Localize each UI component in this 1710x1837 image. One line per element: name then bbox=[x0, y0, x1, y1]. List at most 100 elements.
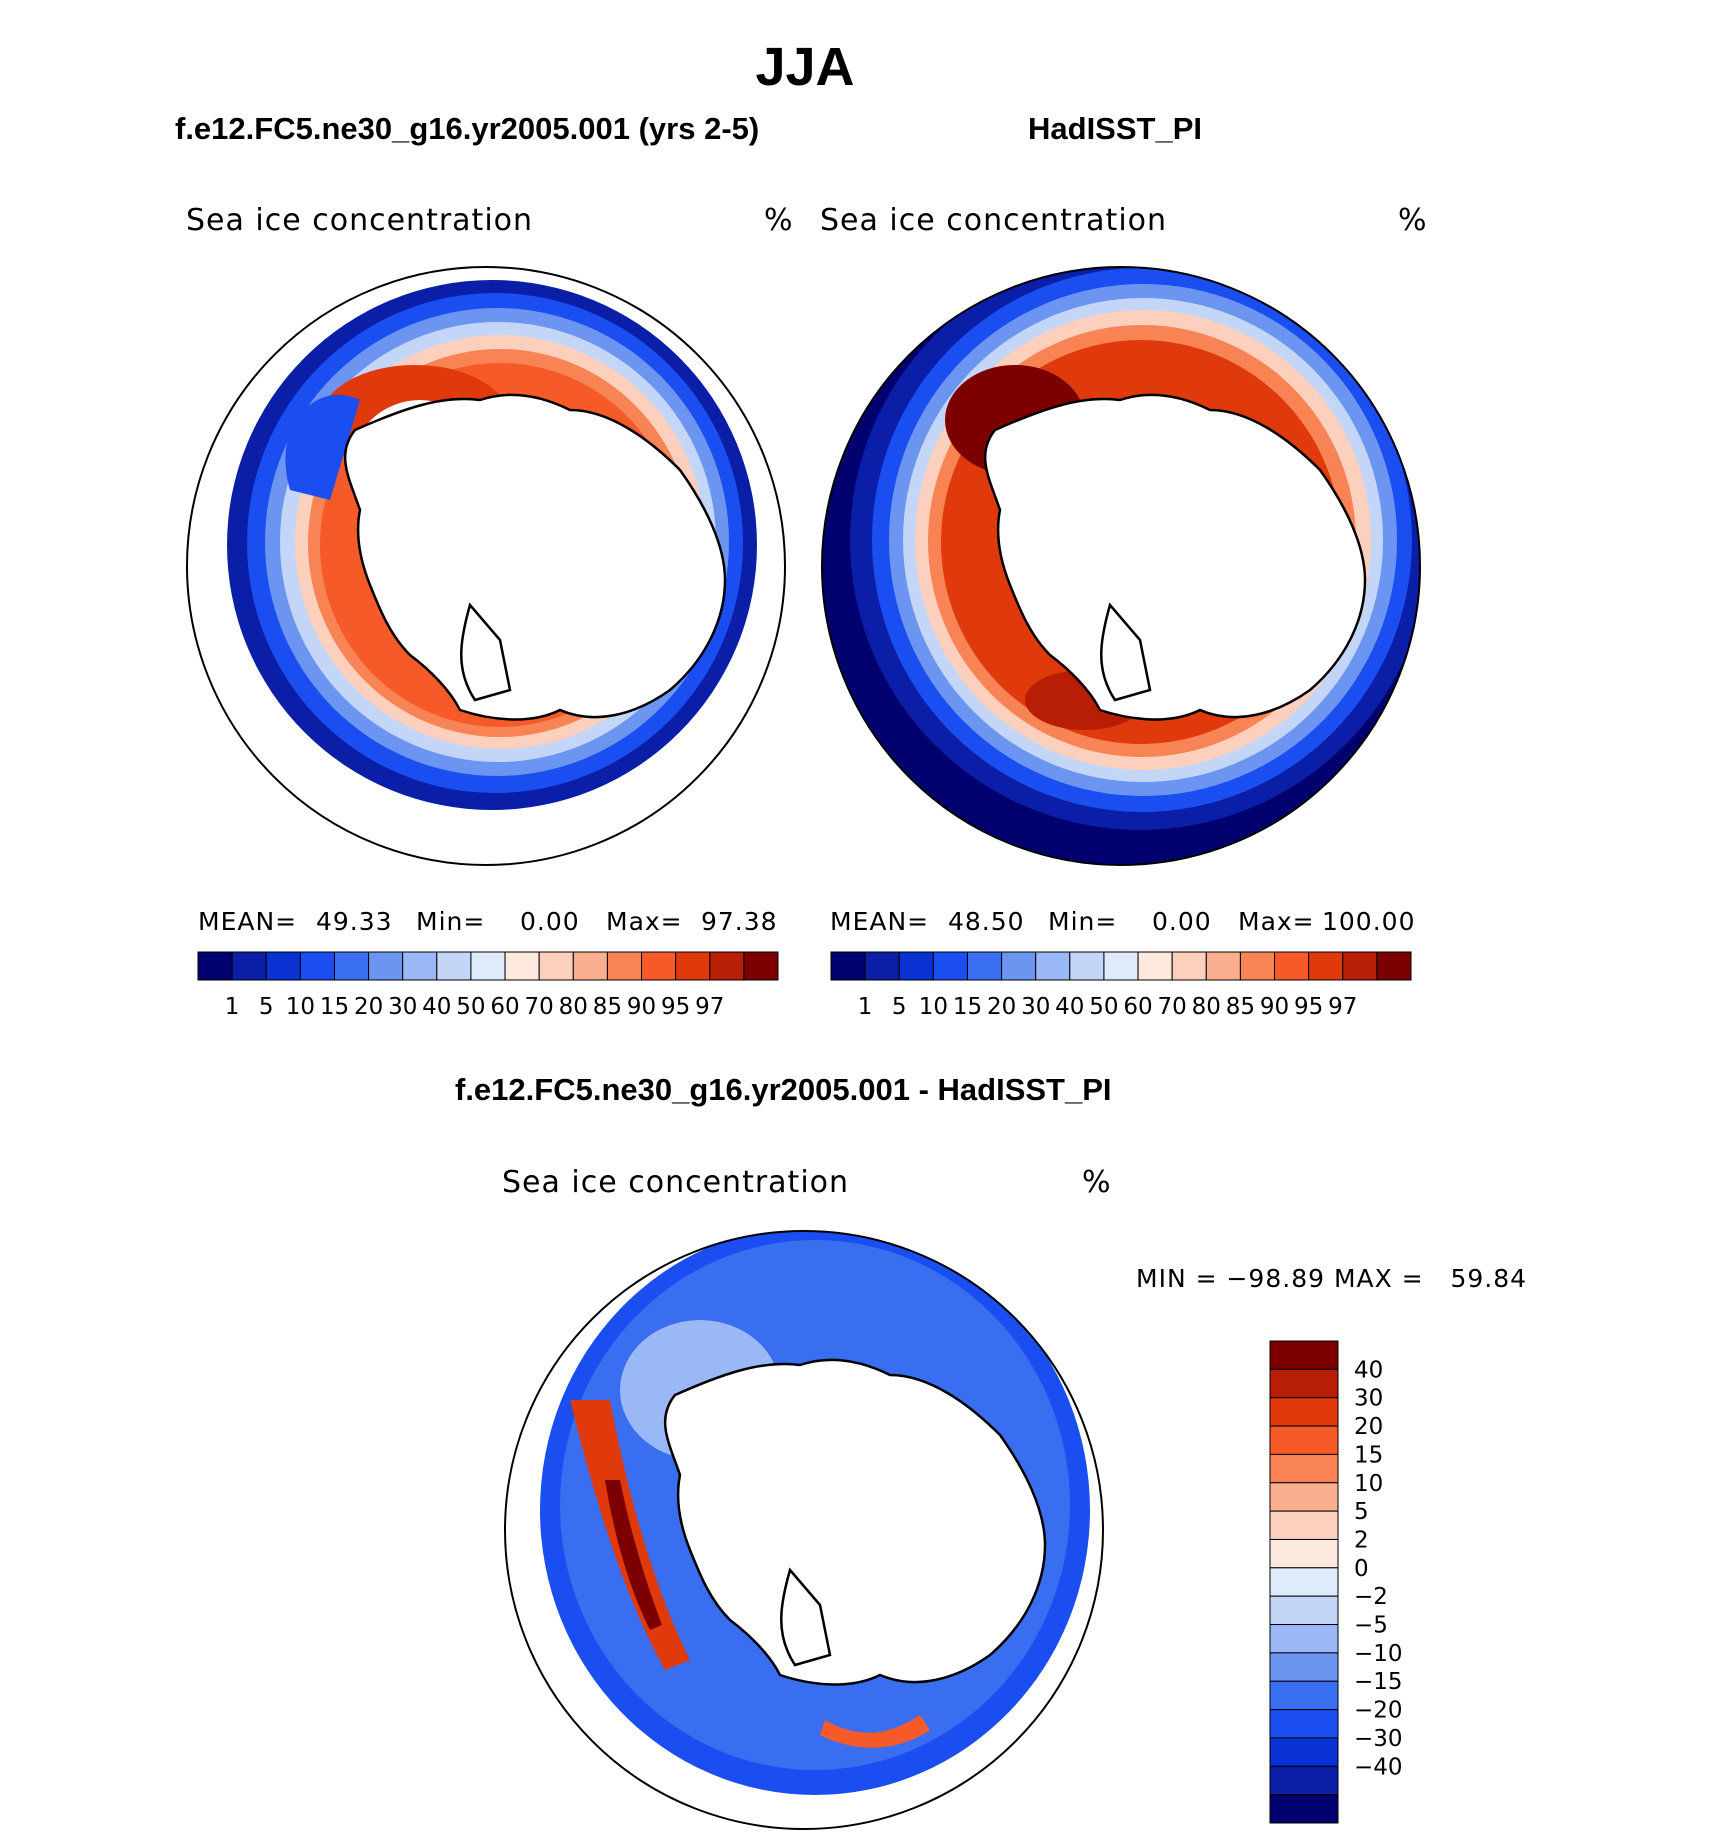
obs-colorbar-swatch bbox=[1137, 951, 1173, 981]
model-colorbar-tick-label: 30 bbox=[388, 994, 417, 1020]
diff-colorbar-tick-label: 5 bbox=[1354, 1499, 1369, 1525]
obs-colorbar-swatch bbox=[1035, 951, 1071, 981]
diff-colorbar-swatch bbox=[1269, 1794, 1339, 1824]
model-min-value: 0.00 bbox=[520, 907, 580, 936]
obs-colorbar-swatch bbox=[1342, 951, 1378, 981]
model-map-border bbox=[186, 266, 786, 866]
model-colorbar-tick-label: 20 bbox=[354, 994, 383, 1020]
obs-colorbar-swatch bbox=[1205, 951, 1241, 981]
obs-stats: MEAN= 48.50 Min= 0.00 Max= 100.00 bbox=[830, 907, 1430, 939]
diff-colorbar-swatch bbox=[1269, 1737, 1339, 1767]
obs-colorbar-tick-label: 40 bbox=[1055, 994, 1084, 1020]
obs-colorbar-tick-label: 20 bbox=[987, 994, 1016, 1020]
model-units-label: % bbox=[764, 203, 794, 238]
obs-colorbar-tick-label: 70 bbox=[1158, 994, 1187, 1020]
diff-colorbar-tick-label: −15 bbox=[1354, 1669, 1403, 1695]
model-colorbar-tick-label: 80 bbox=[559, 994, 588, 1020]
model-min-label: Min= bbox=[416, 907, 486, 936]
diff-colorbar-tick-label: −30 bbox=[1354, 1726, 1403, 1752]
obs-mean-label: MEAN= bbox=[830, 907, 930, 936]
model-colorbar-swatch bbox=[538, 951, 574, 981]
model-colorbar-swatch bbox=[675, 951, 711, 981]
obs-colorbar-tick-label: 15 bbox=[953, 994, 982, 1020]
model-colorbar-swatch bbox=[333, 951, 370, 981]
obs-colorbar-tick-label: 50 bbox=[1089, 994, 1118, 1020]
obs-case-title: HadISST_PI bbox=[1028, 111, 1202, 146]
diff-colorbar-swatch bbox=[1269, 1765, 1339, 1796]
diff-colorbar-tick-label: 20 bbox=[1354, 1414, 1383, 1440]
diff-colorbar-swatch bbox=[1269, 1652, 1339, 1682]
diff-colorbar-tick-label: 40 bbox=[1354, 1357, 1383, 1383]
diff-colorbar-swatch bbox=[1269, 1453, 1339, 1484]
obs-colorbar-tick-label: 85 bbox=[1226, 994, 1255, 1020]
obs-colorbar-tick-label: 60 bbox=[1123, 994, 1152, 1020]
diff-colorbar-swatch bbox=[1269, 1397, 1339, 1427]
obs-max-value: 100.00 bbox=[1322, 907, 1416, 936]
model-colorbar-swatch bbox=[368, 951, 404, 981]
diff-colorbar-swatch bbox=[1269, 1510, 1339, 1540]
obs-colorbar-swatch bbox=[932, 951, 968, 981]
model-colorbar-swatch bbox=[436, 951, 472, 981]
model-colorbar-tick-label: 5 bbox=[259, 994, 274, 1020]
obs-units-label: % bbox=[1398, 203, 1428, 238]
model-stats: MEAN= 49.33 Min= 0.00 Max= 97.38 bbox=[198, 907, 778, 939]
model-mean-value: 49.33 bbox=[316, 907, 393, 936]
diff-colorbar-swatch bbox=[1269, 1368, 1339, 1399]
diff-colorbar-swatch bbox=[1269, 1709, 1339, 1739]
obs-mean-value: 48.50 bbox=[948, 907, 1025, 936]
obs-colorbar-swatch bbox=[966, 951, 1003, 981]
obs-colorbar-swatch bbox=[1308, 951, 1344, 981]
model-colorbar-swatch bbox=[709, 951, 745, 981]
model-max-label: Max= bbox=[606, 907, 683, 936]
obs-colorbar-swatch bbox=[1069, 951, 1105, 981]
obs-colorbar-tick-label: 10 bbox=[919, 994, 948, 1020]
obs-colorbar-tick-label: 1 bbox=[858, 994, 873, 1020]
model-colorbar-swatch bbox=[743, 951, 779, 981]
model-colorbar-tick-label: 70 bbox=[525, 994, 554, 1020]
obs-min-label: Min= bbox=[1048, 907, 1118, 936]
model-colorbar-tick-label: 60 bbox=[490, 994, 519, 1020]
obs-colorbar-swatch bbox=[1103, 951, 1139, 981]
season-title: JJA bbox=[755, 37, 855, 97]
model-colorbar-swatch bbox=[470, 951, 506, 981]
diff-units-label: % bbox=[1082, 1165, 1112, 1200]
model-colorbar-swatch bbox=[641, 951, 677, 981]
diff-colorbar-tick-label: −5 bbox=[1354, 1613, 1388, 1639]
obs-colorbar-swatch bbox=[830, 951, 866, 981]
diff-colorbar-tick-label: −10 bbox=[1354, 1641, 1403, 1667]
obs-colorbar-swatch bbox=[864, 951, 900, 981]
obs-colorbar-swatch bbox=[1239, 951, 1276, 981]
diff-colorbar-swatch bbox=[1269, 1340, 1339, 1370]
diff-colorbar-swatch bbox=[1269, 1595, 1339, 1626]
diff-case-title: f.e12.FC5.ne30_g16.yr2005.001 - HadISST_… bbox=[455, 1072, 1112, 1107]
obs-map-border bbox=[821, 266, 1421, 866]
diff-colorbar-tick-label: 0 bbox=[1354, 1556, 1369, 1582]
obs-colorbar-tick-label: 97 bbox=[1328, 994, 1357, 1020]
model-colorbar-swatch bbox=[504, 951, 540, 981]
obs-colorbar-tick-label: 95 bbox=[1294, 994, 1323, 1020]
model-colorbar-swatch bbox=[572, 951, 608, 981]
diff-colorbar-tick-label: 2 bbox=[1354, 1527, 1369, 1553]
diff-colorbar-swatch bbox=[1269, 1624, 1339, 1654]
model-colorbar-tick-label: 15 bbox=[320, 994, 349, 1020]
obs-max-label: Max= bbox=[1238, 907, 1315, 936]
model-colorbar-swatch bbox=[299, 951, 335, 981]
model-variable-label: Sea ice concentration bbox=[186, 203, 534, 238]
diff-colorbar-tick-label: 10 bbox=[1354, 1471, 1383, 1497]
model-colorbar-tick-label: 85 bbox=[593, 994, 622, 1020]
model-colorbar: 1 5 10 15 20 30 40 50 60 70 80 85 90 95 97 bbox=[197, 951, 779, 1020]
diff-colorbar-swatch bbox=[1269, 1425, 1339, 1455]
obs-variable-label: Sea ice concentration bbox=[820, 203, 1168, 238]
model-colorbar-swatch bbox=[231, 951, 267, 981]
diff-colorbar-tick-label: −20 bbox=[1354, 1698, 1403, 1724]
model-mean-label: MEAN= bbox=[198, 907, 298, 936]
model-colorbar-swatch bbox=[606, 951, 643, 981]
diff-colorbar-tick-label: −2 bbox=[1354, 1584, 1388, 1610]
diff-colorbar-swatch bbox=[1269, 1680, 1339, 1711]
obs-colorbar-tick-label: 80 bbox=[1192, 994, 1221, 1020]
diff-map-border bbox=[504, 1230, 1104, 1830]
diff-colorbar-swatch bbox=[1269, 1567, 1339, 1597]
diff-polar-map bbox=[505, 1231, 1103, 1829]
